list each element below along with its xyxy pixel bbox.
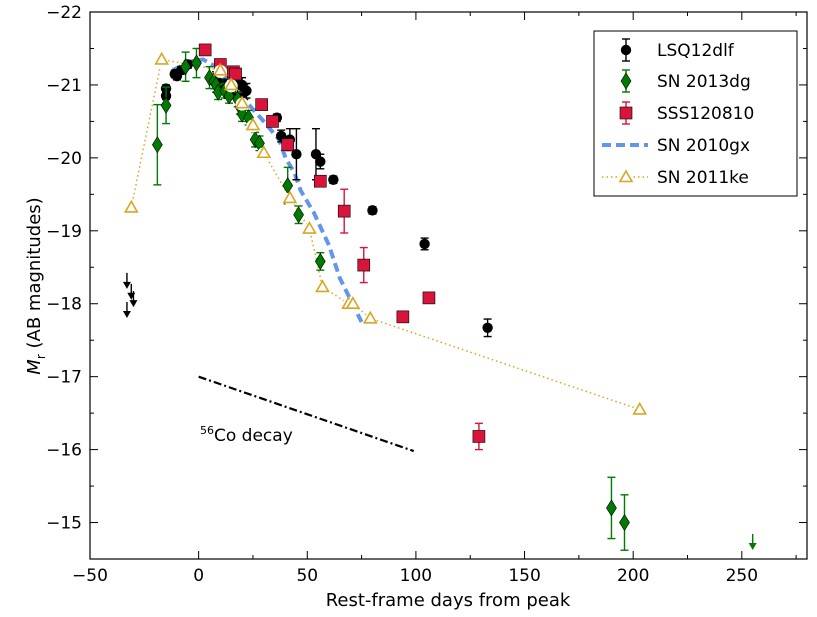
upper-limit-arrow-4: [748, 533, 757, 550]
data-point-lsq12dlf-13: [241, 85, 252, 96]
data-point-sn2013dg-20: [619, 513, 630, 532]
legend-label-lsq12dlf: LSQ12dlf: [657, 41, 735, 61]
data-point-sn2011ke-5: [245, 117, 261, 131]
data-point-sn2011ke-9: [315, 279, 330, 293]
data-point-lsq12dlf-20: [328, 174, 339, 185]
data-point-sn2011ke-2: [212, 62, 228, 76]
legend-marker-lsq12dlf: [620, 44, 632, 56]
data-point-lsq12dlf-22: [419, 238, 430, 250]
legend-label-sn2011ke: SN 2011ke: [657, 168, 749, 188]
y-tick-label-4: −19: [46, 222, 82, 242]
y-tick-label-6: −21: [46, 76, 82, 96]
x-axis-label: Rest-frame days from peak: [326, 590, 571, 611]
x-tick-label-0: −50: [72, 566, 108, 586]
data-point-sn2013dg-2: [180, 58, 191, 76]
data-point-sn2013dg-0: [152, 136, 163, 154]
co-decay-label: 56Co decay: [200, 424, 293, 446]
y-tick-label-0: −15: [46, 514, 82, 534]
y-axis-symbol: M: [24, 359, 45, 375]
data-point-sss120810-4: [255, 98, 268, 111]
data-point-sn2011ke-0: [123, 199, 139, 213]
legend-marker-sn2013dg: [620, 72, 632, 90]
y-tick-label-7: −22: [46, 3, 82, 23]
data-point-sn2013dg-3: [191, 54, 202, 72]
upper-limit-arrow-3: [122, 302, 131, 319]
data-point-sss120810-5: [266, 115, 279, 128]
data-point-sn2011ke-8: [302, 220, 317, 234]
upper-limit-head-4: [748, 542, 757, 550]
y-tick-label-3: −18: [46, 295, 82, 315]
data-point-sss120810-11: [422, 291, 436, 305]
y-tick-label-2: −17: [46, 368, 82, 388]
co-decay-text: Co decay: [214, 426, 293, 446]
y-axis-subscript: r: [34, 354, 48, 359]
legend-label-sn2010gx: SN 2010gx: [657, 136, 750, 156]
upper-limit-head-2: [129, 300, 138, 308]
upper-limit-head-3: [122, 311, 131, 319]
y-tick-label-1: −16: [46, 441, 82, 461]
axis-ticks: −50 0 50 100 150 200 250 −15 −16 −17 −18 −19 −20 −21 −…: [46, 3, 807, 586]
data-point-sss120810-12: [472, 430, 486, 443]
legend-entries: [602, 38, 648, 185]
upper-limit-head-0: [122, 281, 131, 289]
data-point-sss120810-9: [357, 258, 371, 272]
data-layer: [122, 43, 757, 551]
legend: LSQ12dlf SN 2013dg SSS120810 SN 2010gx S…: [593, 30, 798, 197]
data-point-sn2013dg-1: [160, 96, 172, 114]
x-tick-label-4: 150: [508, 566, 540, 586]
data-point-sn2013dg-17: [293, 206, 304, 224]
legend-label-sn2013dg: SN 2013dg: [657, 72, 751, 92]
x-tick-label-6: 250: [726, 566, 758, 586]
y-axis-label: Mr (AB magnitudes): [24, 197, 48, 374]
data-point-lsq12dlf-17: [291, 149, 302, 160]
data-point-sn2011ke-7: [282, 190, 298, 204]
legend-marker-sn2011ke: [618, 169, 634, 183]
y-axis-units: (AB magnitudes): [24, 197, 45, 354]
data-point-sn2011ke-3: [223, 77, 239, 91]
co-decay-line: [198, 375, 415, 453]
x-tick-label-5: 200: [617, 566, 649, 586]
x-tick-label-2: 50: [296, 566, 318, 586]
legend-marker-sss120810: [619, 106, 633, 120]
data-point-sn2011ke-12: [362, 310, 378, 324]
data-point-sn2013dg-19: [606, 499, 617, 517]
legend-label-sss120810: SSS120810: [657, 104, 754, 124]
data-point-sn2011ke-6: [256, 145, 272, 159]
upper-limit-arrow-2: [129, 291, 138, 308]
plot-frame: [89, 11, 808, 560]
data-point-sn2011ke-1: [154, 51, 170, 65]
upper-limit-arrow-0: [122, 272, 131, 289]
data-point-sn2013dg-18: [314, 252, 326, 270]
x-tick-label-1: 0: [193, 566, 204, 586]
data-point-lsq12dlf-19: [315, 156, 326, 167]
data-point-lsq12dlf-23: [482, 322, 493, 334]
data-point-sn2011ke-4: [234, 95, 250, 109]
data-point-sss120810-6: [281, 138, 295, 152]
data-point-sss120810-3: [229, 67, 242, 81]
data-point-sss120810-10: [396, 310, 410, 324]
y-tick-label-5: −20: [46, 149, 82, 169]
data-point-sss120810-0: [198, 43, 212, 57]
data-point-sn2011ke-11: [345, 296, 361, 310]
data-point-sn2011ke-13: [632, 401, 648, 415]
co-decay-superscript: 56: [200, 424, 214, 437]
data-point-sss120810-7: [314, 174, 327, 188]
x-tick-label-3: 100: [400, 566, 432, 586]
data-point-lsq12dlf-21: [367, 205, 378, 216]
data-point-sss120810-8: [337, 204, 351, 218]
